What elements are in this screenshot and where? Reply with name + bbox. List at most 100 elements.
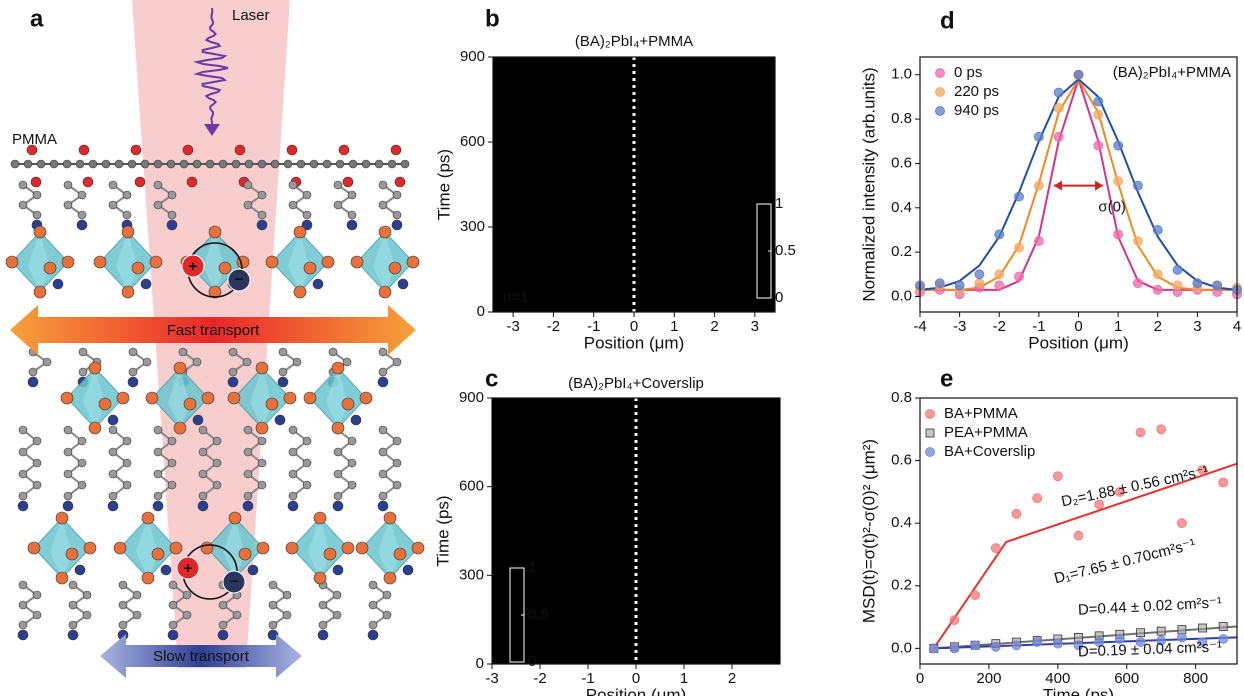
- heatmap-cell: [612, 605, 637, 635]
- atom: [154, 201, 162, 209]
- atom: [303, 191, 311, 199]
- heatmap-cell: [493, 227, 514, 256]
- marker: [1153, 270, 1162, 279]
- heatmap-cell: [715, 114, 736, 143]
- heatmap-cell: [533, 85, 554, 114]
- marker: [1133, 237, 1142, 246]
- atom: [143, 358, 151, 366]
- marker: [1213, 281, 1222, 290]
- atom: [109, 181, 117, 189]
- atom: [342, 542, 354, 554]
- atom: [258, 481, 266, 489]
- atom: [75, 565, 85, 575]
- panel-label: b: [485, 5, 500, 32]
- atom: [319, 601, 327, 609]
- heatmap-cell: [636, 634, 661, 664]
- heatmap-cell: [574, 85, 595, 114]
- x-tick-label: 0: [1074, 318, 1082, 335]
- y-tick-label: 0.0: [891, 639, 912, 656]
- y-tick-label: 0.8: [891, 389, 912, 406]
- atom: [329, 348, 337, 356]
- atom: [219, 262, 231, 274]
- x-tick-label: 2: [710, 318, 718, 335]
- atom: [258, 211, 266, 219]
- heatmap-cell: [564, 575, 589, 605]
- heatmap-cell: [614, 227, 635, 256]
- marker: [1054, 104, 1063, 113]
- heatmap-cell: [553, 199, 574, 228]
- atom: [258, 160, 266, 168]
- marker: [1053, 639, 1062, 648]
- atom: [19, 581, 27, 589]
- heatmap-cell: [708, 457, 733, 487]
- atom: [318, 630, 328, 640]
- marker: [995, 230, 1004, 239]
- atom: [258, 437, 266, 445]
- x-tick-label: -2: [547, 318, 560, 335]
- atom: [141, 279, 151, 289]
- x-tick-label: 1: [670, 318, 678, 335]
- atom: [369, 621, 377, 629]
- heatmap-cell: [516, 428, 541, 458]
- atom: [89, 422, 101, 434]
- atom: [310, 160, 318, 168]
- atom: [66, 548, 78, 560]
- heatmap-cell: [732, 605, 757, 635]
- x-tick-label: -3: [506, 318, 519, 335]
- heatmap-cell: [612, 457, 637, 487]
- atom: [388, 160, 396, 168]
- atom: [27, 145, 37, 155]
- annotation: D=0.44 ± 0.02 cm²s⁻¹: [1078, 594, 1223, 619]
- atom: [245, 160, 253, 168]
- heatmap-cell: [636, 428, 661, 458]
- y-axis-label: Time (ps): [434, 149, 453, 220]
- atom: [336, 160, 344, 168]
- heatmap-cell: [636, 398, 661, 428]
- atom: [379, 368, 387, 376]
- atom: [378, 377, 388, 387]
- heatmap-cell: [660, 516, 685, 546]
- atom: [278, 377, 288, 387]
- atom: [198, 501, 208, 511]
- atom: [384, 512, 396, 524]
- atom: [114, 542, 126, 554]
- heatmap-cell: [553, 170, 574, 199]
- atom: [294, 226, 306, 238]
- atom: [209, 226, 221, 238]
- atom: [256, 362, 268, 374]
- heatmap-cell: [684, 634, 709, 664]
- atom: [271, 160, 279, 168]
- heatmap-cell: [540, 457, 565, 487]
- heatmap-cell: [715, 170, 736, 199]
- atom: [168, 437, 176, 445]
- heatmap-cell: [636, 516, 661, 546]
- atom: [187, 177, 197, 187]
- heatmap-cell: [553, 255, 574, 284]
- atom: [269, 601, 277, 609]
- heatmap-cell: [756, 516, 781, 546]
- marker: [1133, 181, 1142, 190]
- atom: [334, 448, 342, 456]
- atom: [193, 415, 203, 425]
- atom: [89, 362, 101, 374]
- heatmap-cell: [574, 227, 595, 256]
- colorbar-label: 0: [775, 289, 783, 306]
- annotation: σ(0): [1098, 199, 1126, 216]
- heatmap-cell: [588, 516, 613, 546]
- atom: [398, 279, 408, 289]
- atom: [356, 542, 368, 554]
- atom: [180, 160, 188, 168]
- atom: [303, 211, 311, 219]
- y-tick-label: 900: [460, 48, 485, 65]
- heatmap-cell: [694, 255, 715, 284]
- atom: [64, 201, 72, 209]
- heatmap-cell: [634, 114, 655, 143]
- atom: [56, 572, 68, 584]
- atom: [379, 426, 387, 434]
- marker: [1157, 425, 1166, 434]
- atom: [379, 448, 387, 456]
- figure: LaserPMMAFast transportSlow transport+−+…: [0, 0, 1244, 696]
- atom: [89, 160, 97, 168]
- atom: [132, 262, 144, 274]
- atom: [131, 145, 141, 155]
